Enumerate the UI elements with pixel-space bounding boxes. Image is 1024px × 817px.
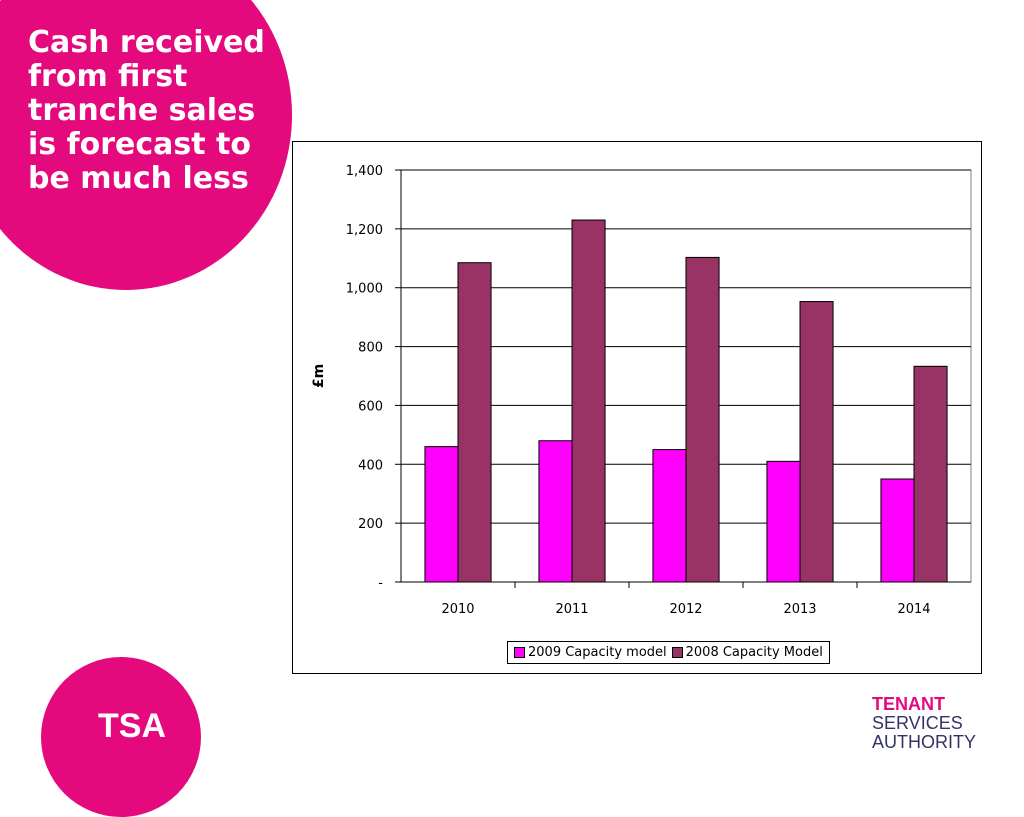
y-tick-label: 1,000 [346,282,383,297]
x-tick-label: 2012 [669,602,702,617]
y-tick-label: 800 [358,341,383,356]
bar-2012-series-1 [652,449,687,583]
legend-item-2009: 2009 Capacity model [514,645,667,660]
y-tick-label: 600 [358,399,383,414]
legend-swatch-2008 [671,647,683,658]
bar-2014-series-1 [880,478,915,583]
legend-item-2008: 2008 Capacity Model [671,645,823,660]
bar-2011-series-2 [571,219,606,583]
chart-frame: - 200 400 600 800 1,000 1,200 1,400 2010 2011 2012… [292,141,982,674]
org-name-line-3: AUTHORITY [872,732,977,752]
bar-2010-series-2 [457,262,492,583]
x-tick-label: 2010 [441,602,474,617]
bar-chart: - 200 400 600 800 1,000 1,200 1,400 2010 2011 2012… [311,164,972,617]
slide-title: Cash received from first tranche sales i… [28,25,265,196]
organisation-name: TENANT SERVICES AUTHORITY [872,695,976,752]
bar-2011-series-1 [538,440,573,583]
y-axis-title: £m [311,364,327,388]
y-tick-label: 200 [358,517,383,532]
chart-legend: 2009 Capacity model 2008 Capacity Model [507,641,830,664]
org-name-line-2: SERVICES [872,713,963,733]
bar-2012-series-2 [685,256,720,583]
legend-label-2008: 2008 Capacity Model [685,645,823,660]
bar-2013-series-2 [799,301,834,583]
bar-2010-series-1 [424,446,459,583]
y-tick-label: - [378,576,383,591]
bar-2013-series-1 [766,460,801,583]
y-tick-label: 1,200 [346,223,383,238]
bar-2014-series-2 [913,365,948,583]
y-tick-label: 1,400 [346,164,383,179]
legend-swatch-2009 [514,647,525,658]
tsa-logo-text: TSA [98,707,166,745]
x-tick-label: 2011 [555,602,588,617]
legend-label-2009: 2009 Capacity model [528,645,667,660]
x-tick-label: 2013 [783,602,816,617]
org-name-line-1: TENANT [872,694,945,714]
x-tick-label: 2014 [897,602,930,617]
y-tick-label: 400 [358,458,383,473]
